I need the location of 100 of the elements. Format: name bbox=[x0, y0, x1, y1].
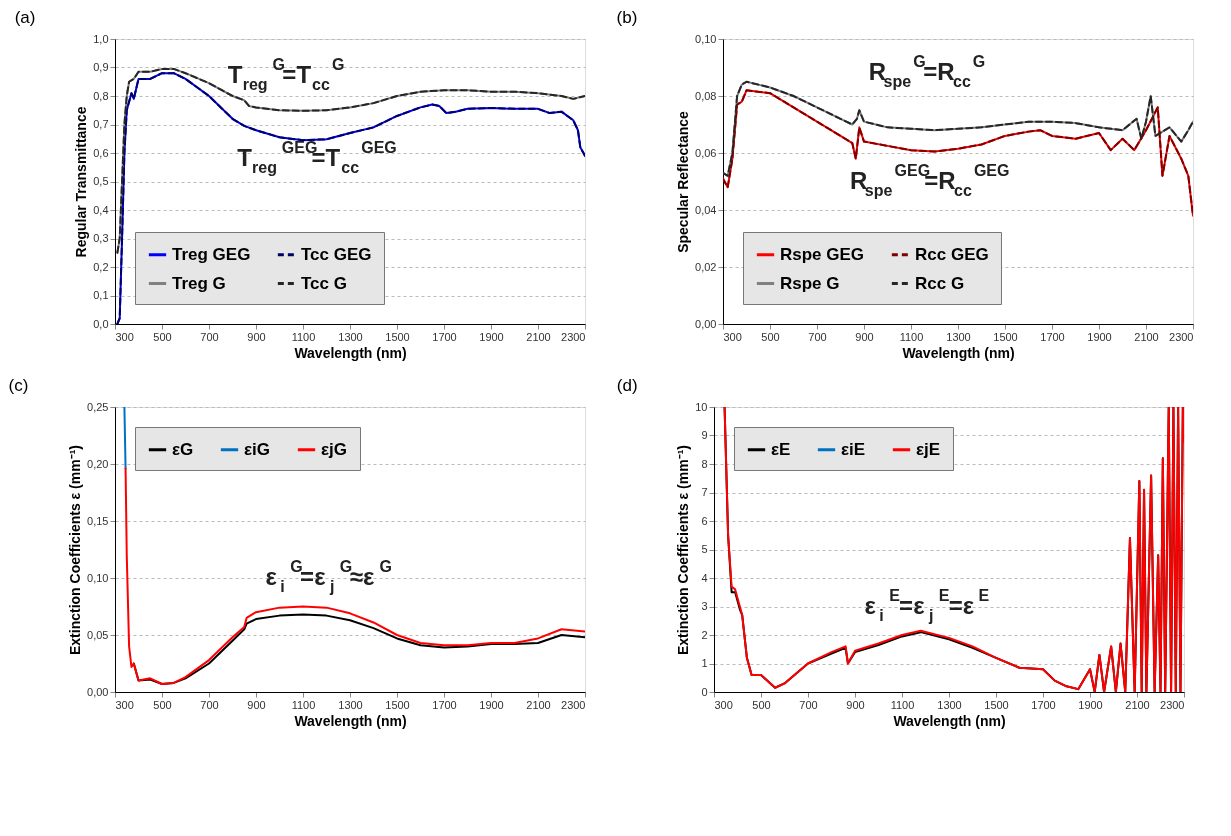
y-tick-label: 0,15 bbox=[87, 514, 109, 527]
y-tick-label: 1 bbox=[701, 657, 708, 669]
line-series bbox=[723, 89, 1193, 217]
chart-title: (b) bbox=[616, 8, 638, 27]
y-axis-title: Specular Reflectance bbox=[675, 110, 692, 253]
x-tick-label: 900 bbox=[247, 698, 266, 711]
y-tick-label: 9 bbox=[701, 429, 708, 441]
line-series bbox=[124, 467, 585, 686]
legend-label: εG bbox=[172, 439, 194, 459]
y-tick-label: 0,04 bbox=[695, 203, 717, 216]
x-tick-label: 1300 bbox=[937, 698, 962, 711]
y-tick-label: 0,00 bbox=[87, 685, 109, 698]
legend-label: εiG bbox=[244, 439, 271, 459]
x-tick-label: 1500 bbox=[385, 330, 410, 343]
y-tick-label: 0,10 bbox=[695, 32, 717, 45]
x-tick-label: 500 bbox=[153, 698, 172, 711]
legend-label: Treg G bbox=[172, 273, 226, 293]
y-tick-label: 0,25 bbox=[87, 400, 109, 413]
x-tick-label: 2300 bbox=[1160, 698, 1185, 711]
x-tick-label: 700 bbox=[200, 698, 219, 711]
x-tick-label: 900 bbox=[247, 330, 266, 343]
x-tick-label: 2300 bbox=[561, 698, 586, 711]
y-tick-label: 0,7 bbox=[93, 118, 109, 130]
y-tick-label: 0,08 bbox=[695, 89, 717, 102]
x-axis-title: Wavelength (nm) bbox=[902, 344, 1015, 361]
x-tick-label: 700 bbox=[808, 330, 827, 343]
x-tick-label: 2100 bbox=[1125, 698, 1150, 711]
y-tick-label: 0,05 bbox=[87, 628, 109, 641]
y-axis-title: Regular Transmittance bbox=[73, 106, 90, 258]
x-tick-label: 700 bbox=[799, 698, 818, 711]
y-axis-title: Extinction Coefficients ε (mm⁻¹) bbox=[675, 445, 692, 655]
y-tick-label: 0,6 bbox=[93, 146, 109, 159]
x-tick-label: 1300 bbox=[338, 330, 363, 343]
x-tick-label: 2100 bbox=[1134, 330, 1159, 343]
x-tick-label: 1500 bbox=[385, 698, 410, 711]
x-axis-title: Wavelength (nm) bbox=[294, 712, 407, 729]
x-tick-label: 1300 bbox=[338, 698, 363, 711]
x-tick-label: 300 bbox=[115, 330, 134, 343]
x-axis-title: Wavelength (nm) bbox=[893, 712, 1006, 729]
legend-label: Tcc G bbox=[301, 273, 347, 293]
y-axis-title: Extinction Coefficients ε (mm⁻¹) bbox=[67, 445, 84, 655]
y-tick-label: 0,20 bbox=[87, 457, 109, 470]
x-tick-label: 2300 bbox=[1169, 330, 1194, 343]
y-tick-label: 4 bbox=[701, 571, 708, 584]
x-tick-label: 1100 bbox=[291, 698, 316, 711]
legend-label: Rspe G bbox=[780, 273, 840, 293]
x-tick-label: 1900 bbox=[1078, 698, 1103, 711]
legend-label: εjG bbox=[321, 439, 348, 459]
x-tick-label: 1500 bbox=[984, 698, 1009, 711]
x-tick-label: 500 bbox=[761, 330, 780, 343]
y-tick-label: 0,9 bbox=[93, 61, 109, 73]
x-tick-label: 700 bbox=[200, 330, 219, 343]
chart-title: (d) bbox=[616, 376, 638, 395]
x-tick-label: 2100 bbox=[526, 698, 551, 711]
y-tick-label: 0,06 bbox=[695, 146, 717, 159]
y-tick-label: 0,5 bbox=[93, 175, 109, 187]
y-tick-label: 5 bbox=[701, 543, 708, 555]
x-tick-label: 900 bbox=[855, 330, 874, 343]
x-tick-label: 1700 bbox=[1031, 698, 1056, 711]
x-axis-title: Wavelength (nm) bbox=[294, 344, 407, 361]
y-tick-label: 0 bbox=[701, 685, 708, 698]
y-tick-label: 0,2 bbox=[93, 260, 109, 273]
x-tick-label: 300 bbox=[714, 698, 733, 711]
x-tick-label: 300 bbox=[115, 698, 134, 711]
x-tick-label: 1300 bbox=[946, 330, 971, 343]
y-tick-label: 0,1 bbox=[93, 289, 109, 301]
legend-label: Rcc GEG bbox=[915, 244, 989, 264]
y-tick-label: 3 bbox=[701, 600, 708, 612]
y-tick-label: 0,00 bbox=[695, 317, 717, 330]
legend-label: Rcc G bbox=[915, 273, 965, 293]
chart-title: (a) bbox=[14, 8, 36, 27]
legend-label: εiE bbox=[841, 439, 866, 459]
x-tick-label: 2300 bbox=[561, 330, 586, 343]
legend-label: Treg GEG bbox=[172, 244, 251, 264]
x-tick-label: 500 bbox=[153, 330, 172, 343]
y-tick-label: 0,3 bbox=[93, 232, 109, 244]
y-tick-label: 0,8 bbox=[93, 89, 109, 102]
legend-label: εjE bbox=[916, 439, 941, 459]
x-tick-label: 1700 bbox=[1040, 330, 1065, 343]
y-tick-label: 7 bbox=[701, 486, 708, 498]
y-tick-label: 1,0 bbox=[93, 32, 109, 45]
y-tick-label: 0,4 bbox=[93, 203, 109, 216]
y-tick-label: 2 bbox=[701, 628, 708, 641]
x-tick-label: 1100 bbox=[890, 698, 915, 711]
y-tick-label: 10 bbox=[695, 400, 708, 413]
x-tick-label: 1100 bbox=[291, 330, 316, 343]
x-tick-label: 1900 bbox=[479, 698, 504, 711]
y-tick-label: 0,0 bbox=[93, 317, 109, 330]
legend-label: Rspe GEG bbox=[780, 244, 865, 264]
x-tick-label: 1700 bbox=[432, 330, 457, 343]
legend-label: εE bbox=[771, 439, 791, 459]
x-tick-label: 500 bbox=[752, 698, 771, 711]
x-tick-label: 2100 bbox=[526, 330, 551, 343]
x-tick-label: 1700 bbox=[432, 698, 457, 711]
x-tick-label: 1900 bbox=[1087, 330, 1112, 343]
x-tick-label: 900 bbox=[846, 698, 865, 711]
y-tick-label: 0,10 bbox=[87, 571, 109, 584]
y-tick-label: 6 bbox=[701, 514, 708, 527]
chart-title: (c) bbox=[8, 376, 29, 395]
x-tick-label: 300 bbox=[723, 330, 742, 343]
